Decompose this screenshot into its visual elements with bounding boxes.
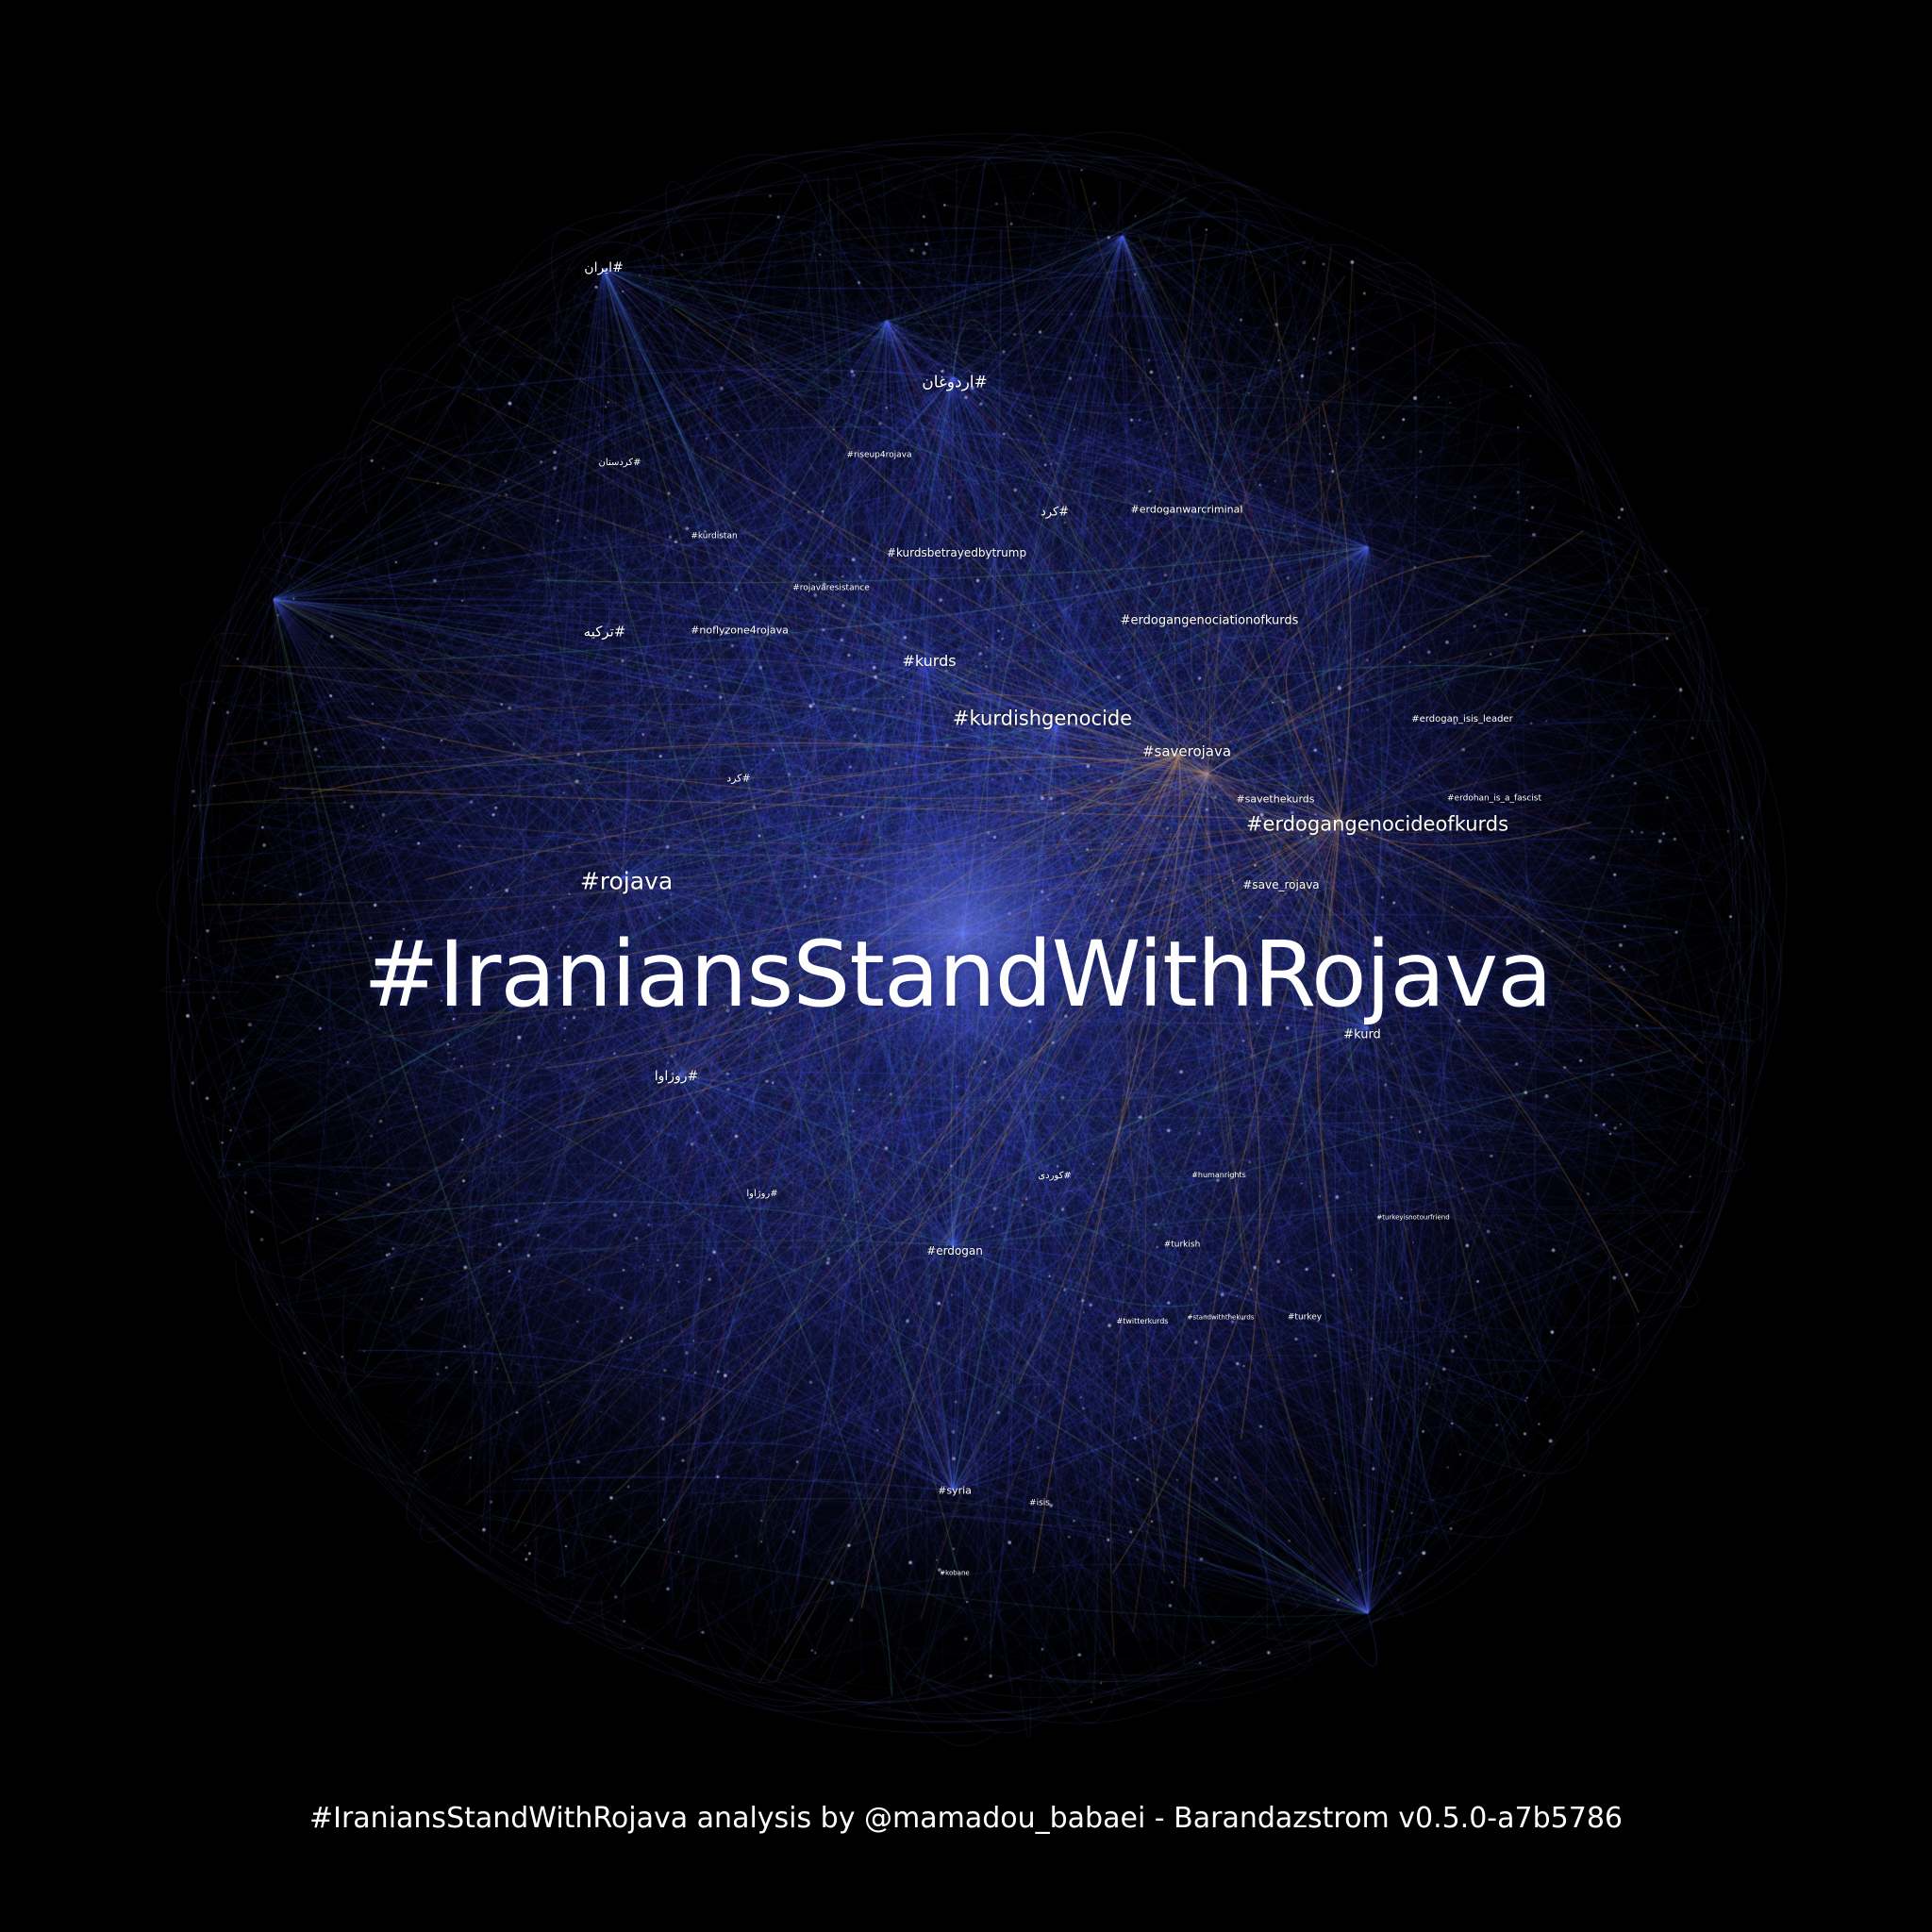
main-hashtag-label: #IraniansStandWithRojava (363, 922, 1553, 1027)
footer-caption: #IraniansStandWithRojava analysis by @ma… (308, 1802, 1623, 1835)
